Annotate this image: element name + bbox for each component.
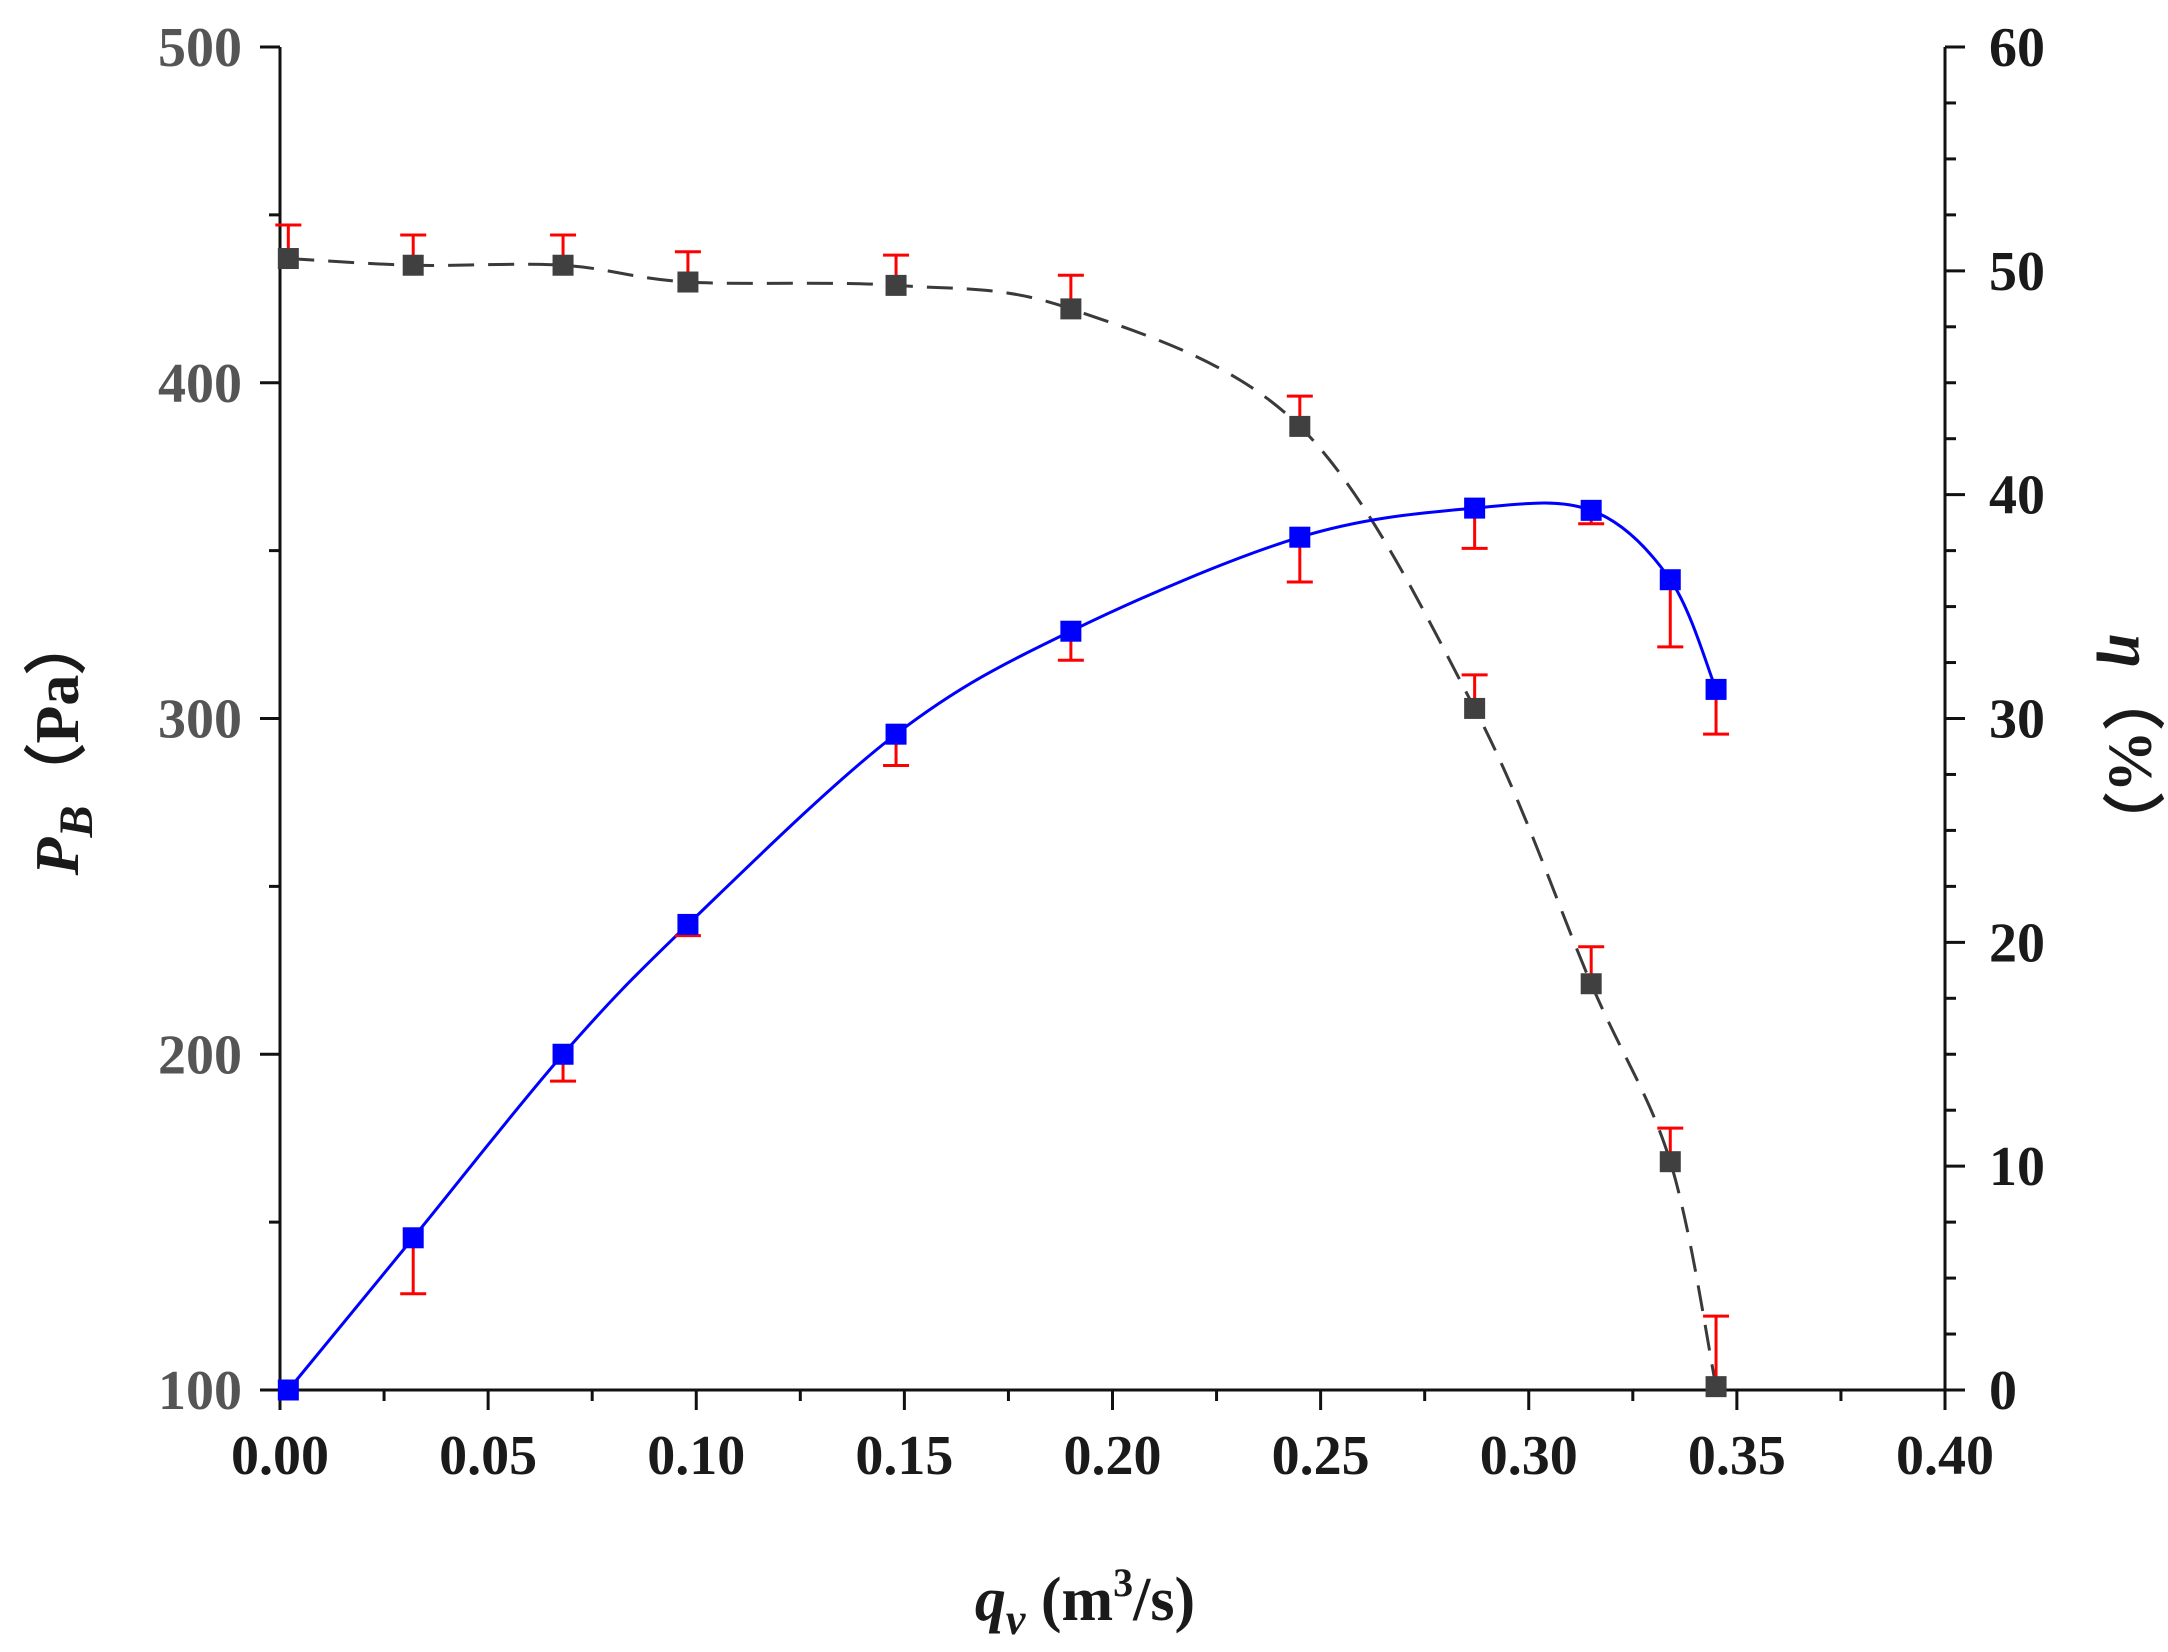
y-right-tick-label: 50 <box>1989 241 2045 303</box>
data-point-pressure <box>885 274 907 296</box>
data-point-efficiency <box>402 1227 424 1249</box>
y-right-tick-label: 30 <box>1989 689 2045 751</box>
y-left-tick-label: 300 <box>158 689 242 751</box>
series-line-efficiency <box>287 501 1718 1391</box>
data-point-efficiency <box>552 1043 574 1065</box>
data-point-efficiency <box>885 723 907 745</box>
data-point-efficiency <box>677 913 699 935</box>
data-point-efficiency <box>1289 526 1311 548</box>
axis-tick-labels: 0.00 0.05 0.10 0.15 0.20 0.25 0.30 0.35 0.401002… <box>158 17 2045 1487</box>
data-point-efficiency <box>1659 569 1681 591</box>
data-point-pressure <box>1464 697 1486 719</box>
data-point-efficiency <box>1580 499 1602 521</box>
y-right-tick-label: 60 <box>1989 17 2045 79</box>
error-bars <box>275 223 1730 1387</box>
x-tick-label: 0.10 <box>647 1425 745 1487</box>
data-markers <box>277 248 1727 1401</box>
x-tick-label: 0.40 <box>1896 1425 1994 1487</box>
y-right-tick-label: 20 <box>1989 912 2045 974</box>
axis-ticks <box>260 45 1965 1410</box>
x-tick-label: 0.20 <box>1064 1425 1162 1487</box>
data-point-pressure <box>552 254 574 276</box>
data-point-pressure <box>1060 298 1082 320</box>
data-point-pressure <box>402 254 424 276</box>
y-left-tick-label: 100 <box>158 1360 242 1422</box>
series-line-pressure <box>288 257 1718 1387</box>
data-point-pressure <box>677 271 699 293</box>
data-point-efficiency <box>277 1379 299 1401</box>
data-point-pressure <box>1289 415 1311 437</box>
y-axis-left-title: PB（Pa） <box>22 613 103 877</box>
x-tick-label: 0.15 <box>855 1425 953 1487</box>
data-point-pressure <box>1659 1151 1681 1173</box>
axes-frame <box>278 47 1947 1392</box>
y-left-tick-label: 400 <box>158 353 242 415</box>
y-right-tick-label: 10 <box>1989 1136 2045 1198</box>
data-point-efficiency <box>1464 497 1486 519</box>
x-tick-label: 0.35 <box>1688 1425 1786 1487</box>
y-axis-right-title: η（%） <box>2096 634 2166 854</box>
y-left-tick-label: 500 <box>158 17 242 79</box>
data-point-pressure <box>1705 1376 1727 1398</box>
x-tick-label: 0.25 <box>1272 1425 1370 1487</box>
x-tick-label: 0.05 <box>439 1425 537 1487</box>
data-point-pressure <box>1580 973 1602 995</box>
data-point-pressure <box>277 248 299 270</box>
y-left-tick-label: 200 <box>158 1024 242 1086</box>
y-right-tick-label: 40 <box>1989 465 2045 527</box>
data-point-efficiency <box>1705 678 1727 700</box>
data-point-efficiency <box>1060 620 1082 642</box>
x-tick-label: 0.30 <box>1480 1425 1578 1487</box>
x-axis-title: qv (m3/s) <box>975 1560 1195 1644</box>
y-right-tick-label: 0 <box>1989 1360 2017 1422</box>
x-tick-label: 0.00 <box>231 1425 329 1487</box>
series-curves <box>287 257 1718 1391</box>
